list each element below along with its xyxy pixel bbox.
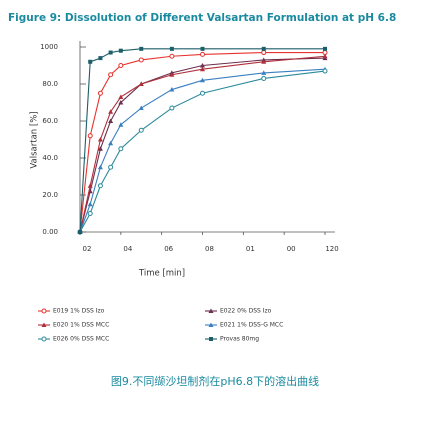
data-point [108,118,114,123]
data-point [323,46,327,51]
legend-marker [41,322,47,327]
y-tick-label: 80.0 [42,80,58,88]
data-point [108,50,113,55]
data-point [97,164,103,170]
series-line [79,70,326,233]
data-point [322,53,328,59]
series-line [79,68,326,233]
x-axis-label: Time [min] [138,269,185,279]
data-point [200,51,205,57]
data-point [200,66,205,72]
data-point [261,59,267,64]
data-point [118,94,124,99]
legend-marker [41,336,47,342]
data-point [200,46,205,51]
data-point [169,72,175,77]
series-line [79,52,325,233]
y-tick-label: 40.0 [42,154,58,162]
legend-label: E020 1% DSS MCC [53,322,109,329]
y-tick-label: 1000 [40,43,58,51]
data-point [108,164,114,170]
data-point [169,105,175,111]
data-point [322,68,328,74]
legend-label: E022 0% DSS Izo [220,308,272,315]
data-point [98,56,103,61]
chart-title: Figure 9: Dissolution of Different Valsa… [8,12,396,24]
series-line [79,57,326,233]
y-tick-label: 0.00 [42,228,58,236]
legend-label: Provas 80mg [220,336,259,343]
data-point [97,137,103,142]
data-point [138,105,144,111]
data-point [87,133,93,139]
series-line [79,48,325,233]
data-point [169,53,175,59]
data-point [139,46,144,51]
data-point [261,70,267,75]
data-point [138,81,144,86]
data-point [108,72,114,78]
legend-marker [209,337,213,341]
x-tick-label: 120 [325,245,338,253]
x-tick-label: 01 [246,245,255,253]
data-point [97,90,103,96]
data-point [261,46,266,51]
x-tick-label: 04 [123,245,132,253]
data-point [200,90,205,96]
data-point [87,183,93,188]
legend-marker [208,322,214,327]
data-point [118,63,124,68]
legend-label: E021 1% DSS-G MCC [220,322,283,329]
data-point [169,46,174,51]
x-tick-label: 02 [83,245,92,253]
data-point [118,146,124,152]
data-point [261,50,267,56]
data-point [200,63,205,68]
y-tick-label: 60.0 [42,117,58,125]
data-point [169,87,175,92]
x-tick-label: 08 [205,245,214,253]
data-point [118,122,124,127]
data-point [97,146,103,151]
legend-marker [41,308,47,314]
data-point [261,75,267,81]
data-point [108,140,114,146]
data-point [97,183,103,189]
series-line [79,55,326,233]
data-point [138,127,144,133]
data-point [78,230,82,234]
data-point [200,77,205,83]
data-point [118,100,124,105]
y-axis-label: Valsartan [%] [30,111,40,168]
legend-label: E019 1% DSS Izo [53,308,105,315]
x-tick-label: 00 [287,245,296,253]
x-tick-label: 06 [164,245,173,253]
data-point [108,109,114,114]
data-point [87,211,93,216]
caption: 图9.不同缬沙坦制剂在pH6.8下的溶出曲线 [111,374,319,388]
y-tick-label: 20.0 [42,191,58,199]
legend-label: E026 0% DSS MCC [53,336,109,343]
data-point [88,59,93,64]
legend-marker [208,308,214,313]
data-point [87,201,93,207]
data-point [138,57,144,63]
data-point [118,48,123,53]
